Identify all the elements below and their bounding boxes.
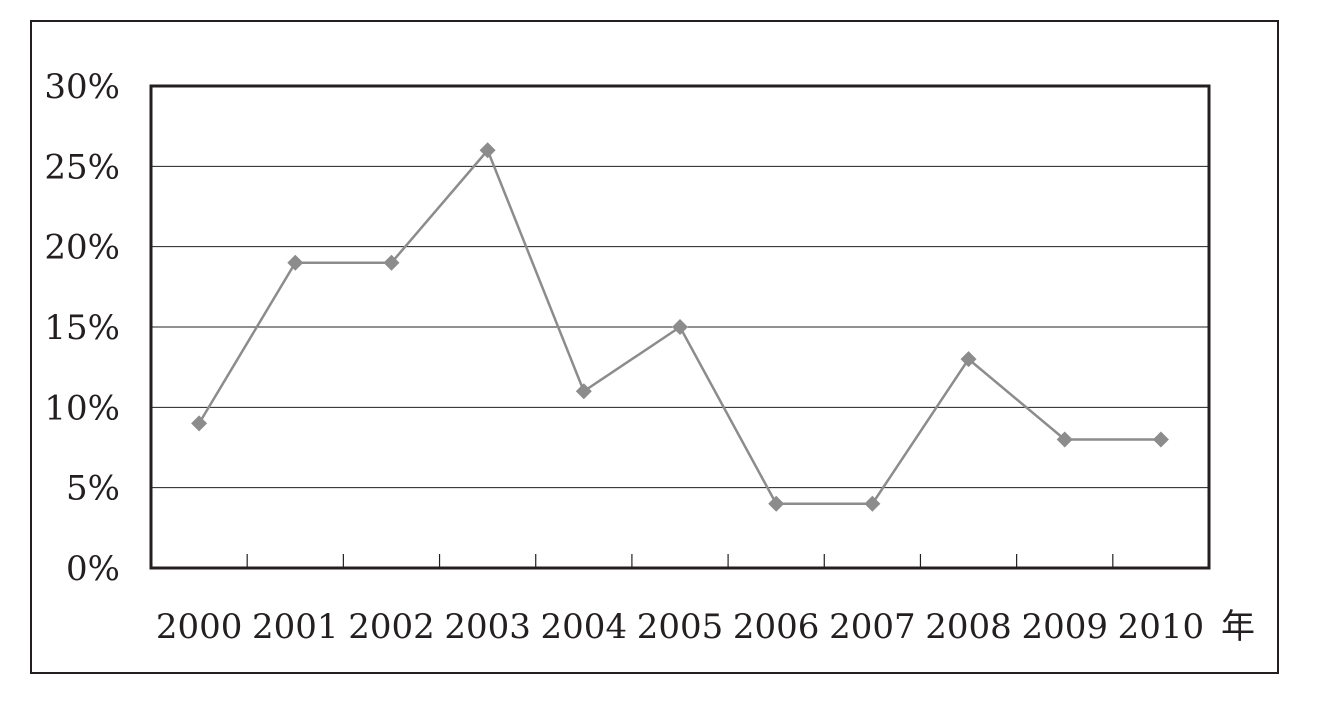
plot-area — [149, 84, 1211, 570]
x-tick-label: 2005 — [637, 607, 724, 647]
x-tick-label: 2004 — [541, 607, 628, 647]
x-axis: 2000 2001 2002 2003 2004 2005 2006 2007 2008 2009… — [156, 607, 1204, 647]
data-point-2001 — [287, 254, 304, 271]
data-point-2007 — [864, 495, 881, 512]
y-tick-label: 30% — [44, 67, 120, 107]
data-point-2010 — [1152, 431, 1169, 448]
chart-frame — [30, 20, 1279, 674]
x-tick-label: 2001 — [252, 607, 339, 647]
y-tick-label: 25% — [44, 147, 120, 187]
y-tick-label: 5% — [66, 469, 120, 509]
y-tick-label: 15% — [44, 308, 120, 348]
x-axis-ticks — [246, 554, 1114, 568]
x-axis-unit-label: 年 — [1221, 607, 1255, 647]
y-axis: 0% 5% 10% 15% 20% 25% 30% — [44, 67, 120, 589]
x-tick-label: 2002 — [348, 607, 435, 647]
data-point-2003 — [479, 142, 496, 159]
x-tick-label: 2000 — [156, 607, 243, 647]
x-tick-label: 2006 — [733, 607, 820, 647]
data-point-2006 — [768, 495, 785, 512]
y-tick-label: 10% — [44, 388, 120, 428]
y-tick-label: 20% — [44, 228, 120, 268]
x-tick-label: 2010 — [1118, 607, 1205, 647]
data-point-2008 — [960, 351, 977, 368]
x-tick-label: 2007 — [829, 607, 916, 647]
data-point-2009 — [1056, 431, 1073, 448]
data-point-2005 — [672, 319, 688, 335]
x-tick-label: 2009 — [1021, 607, 1108, 647]
data-points — [191, 142, 1169, 512]
x-tick-label: 2008 — [925, 607, 1012, 647]
data-point-2004 — [575, 383, 592, 400]
data-point-2000 — [191, 415, 208, 432]
y-tick-label: 0% — [66, 549, 120, 589]
data-point-2002 — [383, 254, 400, 271]
x-tick-label: 2003 — [444, 607, 531, 647]
